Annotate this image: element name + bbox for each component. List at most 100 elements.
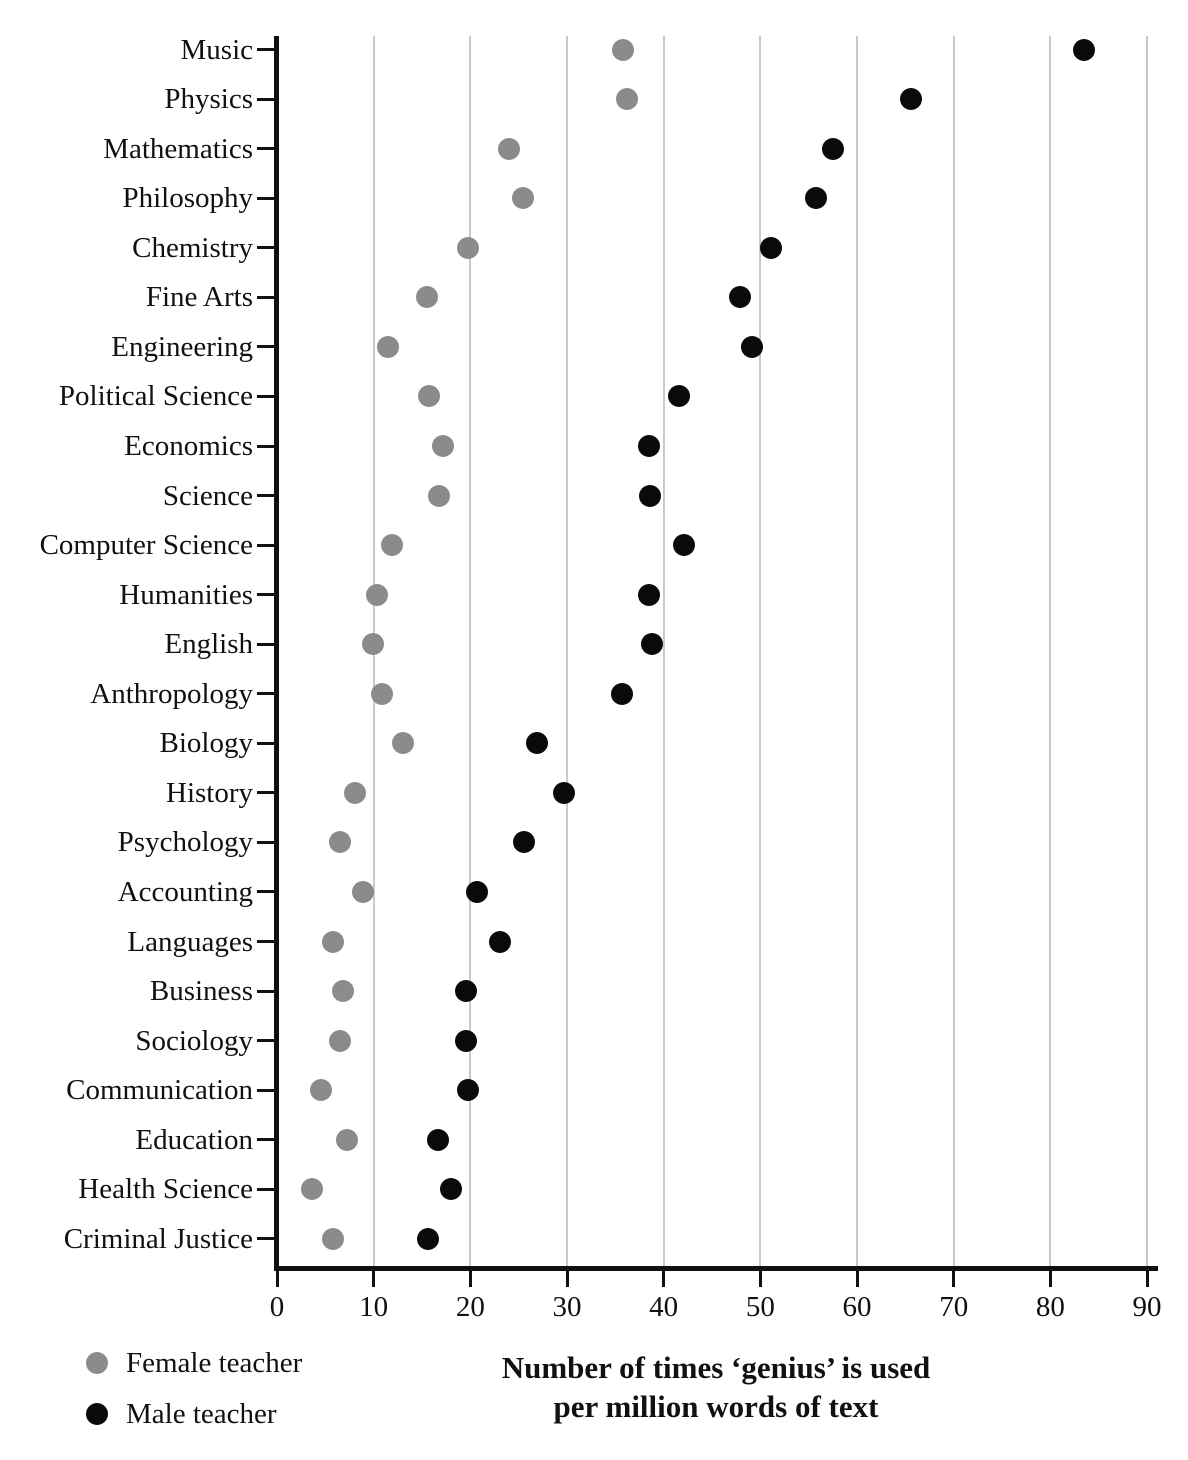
male-teacher-dot-chemistry (759, 236, 782, 259)
category-label-languages: Languages (127, 925, 253, 958)
female-teacher-dot-history (344, 781, 367, 804)
x-tick-label-90: 90 (1132, 1291, 1162, 1323)
female-teacher-dot-chemistry (457, 236, 480, 259)
category-label-history: History (166, 776, 253, 809)
x-tick-label-60: 60 (842, 1291, 872, 1323)
y-tick-8 (257, 444, 274, 448)
x-tick-30 (565, 1271, 569, 1287)
male-teacher-dot-music (1073, 38, 1096, 61)
category-label-education: Education (135, 1123, 253, 1156)
y-tick-23 (257, 1187, 274, 1191)
x-tick-label-10: 10 (359, 1291, 389, 1323)
y-tick-14 (257, 741, 274, 745)
female-teacher-dot-criminal-justice (322, 1227, 345, 1250)
legend: Female teacher Male teacher (86, 1344, 302, 1446)
female-teacher-dot-fine-arts (415, 286, 438, 309)
y-tick-2 (257, 147, 274, 151)
category-label-chemistry: Chemistry (132, 231, 253, 264)
y-tick-20 (257, 1039, 274, 1043)
female-teacher-dot-philosophy (511, 187, 534, 210)
x-axis-title-line-1: Number of times ‘genius’ is used (501, 1350, 931, 1385)
category-label-communication: Communication (66, 1074, 253, 1107)
y-tick-10 (257, 543, 274, 547)
category-label-criminal-justice: Criminal Justice (63, 1222, 253, 1255)
gridline-20 (469, 36, 472, 1266)
female-teacher-dot-anthropology (371, 682, 394, 705)
category-label-mathematics: Mathematics (103, 132, 253, 165)
gridline-30 (566, 36, 568, 1266)
category-label-engineering: Engineering (111, 330, 253, 363)
y-tick-3 (257, 196, 274, 200)
y-tick-17 (257, 890, 274, 894)
x-tick-label-80: 80 (1035, 1291, 1065, 1323)
y-tick-19 (257, 989, 274, 993)
gridline-80 (1049, 36, 1052, 1266)
x-tick-70 (952, 1271, 956, 1287)
male-teacher-dot-icon (86, 1403, 108, 1425)
category-label-anthropology: Anthropology (90, 677, 253, 710)
female-teacher-dot-languages (322, 930, 345, 953)
x-tick-label-20: 20 (455, 1291, 485, 1323)
male-teacher-dot-accounting (466, 880, 489, 903)
female-teacher-dot-political-science (417, 385, 440, 408)
female-teacher-dot-english (361, 633, 384, 656)
y-tick-15 (257, 791, 274, 795)
x-tick-50 (758, 1271, 762, 1287)
x-tick-80 (1048, 1271, 1052, 1287)
x-tick-label-70: 70 (939, 1291, 969, 1323)
y-tick-12 (257, 642, 274, 646)
male-teacher-dot-mathematics (821, 137, 844, 160)
male-teacher-dot-business (455, 980, 478, 1003)
female-teacher-dot-icon (86, 1352, 108, 1374)
y-axis-line (274, 36, 279, 1271)
x-axis-line (274, 1266, 1158, 1271)
male-teacher-legend-label: Male teacher (126, 1397, 277, 1430)
female-teacher-dot-economics (432, 435, 455, 457)
x-tick-label-40: 40 (649, 1291, 679, 1323)
category-label-music: Music (180, 33, 254, 66)
category-label-political-science: Political Science (58, 380, 253, 413)
y-tick-1 (257, 97, 274, 101)
x-tick-0 (275, 1271, 279, 1287)
male-teacher-dot-fine-arts (729, 286, 752, 309)
gridline-50 (759, 36, 762, 1266)
category-label-physics: Physics (164, 83, 253, 116)
female-teacher-dot-music (612, 38, 635, 61)
male-teacher-dot-humanities (638, 583, 661, 606)
male-teacher-dot-sociology (455, 1029, 478, 1052)
category-label-philosophy: Philosophy (122, 182, 253, 215)
female-teacher-dot-business (331, 980, 354, 1003)
female-teacher-dot-physics (615, 88, 638, 111)
x-tick-10 (372, 1271, 376, 1287)
female-teacher-dot-education (335, 1128, 358, 1151)
female-teacher-dot-mathematics (498, 137, 520, 160)
male-teacher-dot-languages (489, 930, 512, 953)
x-tick-60 (855, 1271, 859, 1287)
y-tick-24 (257, 1237, 274, 1241)
y-tick-0 (257, 48, 274, 52)
y-tick-4 (257, 246, 274, 250)
category-label-business: Business (149, 975, 253, 1008)
category-label-accounting: Accounting (117, 875, 253, 908)
female-teacher-dot-health-science (300, 1178, 323, 1201)
female-teacher-dot-accounting (352, 880, 375, 903)
y-tick-5 (257, 295, 274, 299)
category-label-psychology: Psychology (117, 826, 253, 859)
y-tick-9 (257, 494, 274, 498)
category-label-science: Science (162, 479, 253, 512)
male-teacher-dot-political-science (668, 385, 691, 408)
category-label-computer-science: Computer Science (39, 529, 253, 562)
male-teacher-dot-philosophy (805, 187, 828, 210)
female-teacher-dot-computer-science (381, 534, 404, 557)
male-teacher-dot-engineering (740, 335, 763, 358)
gridline-60 (856, 36, 859, 1266)
male-teacher-dot-psychology (512, 831, 535, 854)
legend-item-male-teacher: Male teacher (86, 1395, 302, 1433)
category-label-fine-arts: Fine Arts (145, 281, 253, 314)
male-teacher-dot-history (553, 781, 576, 804)
x-tick-label-30: 30 (552, 1291, 582, 1323)
male-teacher-dot-computer-science (672, 534, 695, 557)
y-tick-18 (257, 940, 274, 943)
male-teacher-dot-communication (457, 1079, 480, 1102)
y-tick-16 (257, 840, 274, 844)
